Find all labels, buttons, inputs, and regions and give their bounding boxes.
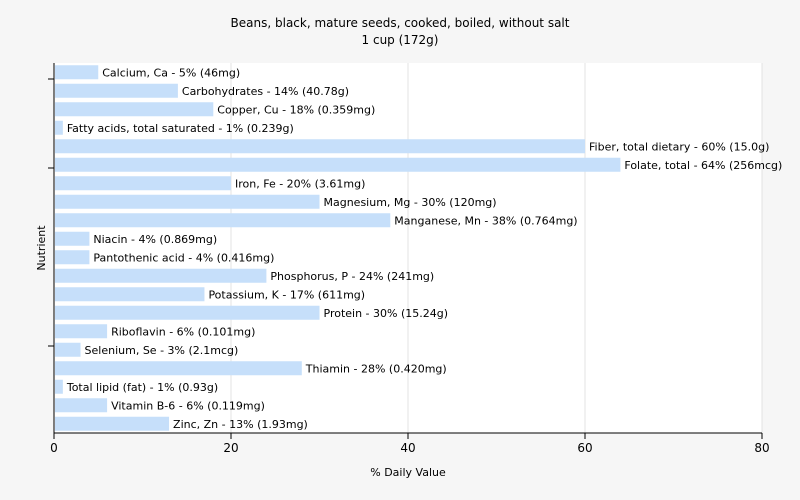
x-tick-label: 0 — [50, 441, 58, 455]
chart-subtitle: 1 cup (172g) — [362, 33, 439, 47]
bar-label: Vitamin B-6 - 6% (0.119mg) — [111, 399, 265, 412]
bar-label: Folate, total - 64% (256mcg) — [624, 159, 782, 172]
bar-label: Niacin - 4% (0.869mg) — [93, 233, 217, 246]
bar-label: Fatty acids, total saturated - 1% (0.239… — [67, 122, 294, 135]
chart-title: Beans, black, mature seeds, cooked, boil… — [231, 16, 570, 30]
bar — [55, 398, 108, 413]
bar — [55, 120, 63, 135]
bar — [55, 231, 90, 246]
bar-label: Iron, Fe - 20% (3.61mg) — [235, 177, 365, 190]
bar-label: Manganese, Mn - 38% (0.764mg) — [394, 214, 577, 227]
bar — [55, 102, 214, 117]
x-axis-title: % Daily Value — [370, 466, 446, 479]
bar — [55, 305, 320, 320]
bar — [55, 379, 63, 394]
bar-label: Carbohydrates - 14% (40.78g) — [182, 85, 349, 98]
bar-label: Zinc, Zn - 13% (1.93mg) — [173, 418, 308, 431]
bar — [55, 194, 320, 209]
bar-label: Pantothenic acid - 4% (0.416mg) — [93, 251, 274, 264]
bar — [55, 416, 170, 431]
bar-label: Fiber, total dietary - 60% (15.0g) — [589, 140, 769, 153]
bar-label: Potassium, K - 17% (611mg) — [208, 288, 365, 301]
bar — [55, 139, 585, 154]
bar — [55, 342, 81, 357]
bar — [55, 83, 178, 98]
bar — [55, 157, 621, 172]
bar — [55, 176, 231, 191]
bar — [55, 268, 267, 283]
bar — [55, 361, 302, 376]
x-tick-label: 20 — [223, 441, 238, 455]
x-tick-label: 80 — [754, 441, 769, 455]
bar-label: Riboflavin - 6% (0.101mg) — [111, 325, 255, 338]
bar-label: Protein - 30% (15.24g) — [324, 307, 449, 320]
bar — [55, 324, 108, 339]
bar-label: Selenium, Se - 3% (2.1mcg) — [85, 344, 239, 357]
bar-label: Calcium, Ca - 5% (46mg) — [102, 66, 240, 79]
x-tick-label: 60 — [577, 441, 592, 455]
bar-label: Total lipid (fat) - 1% (0.93g) — [66, 381, 218, 394]
bar-label: Copper, Cu - 18% (0.359mg) — [217, 103, 375, 116]
bar — [55, 213, 391, 228]
bar — [55, 287, 205, 302]
axes: 0 20 40 60 80 — [48, 63, 770, 455]
bar — [55, 250, 90, 265]
bar — [55, 65, 99, 80]
y-axis-title: Nutrient — [35, 225, 48, 271]
bars: Calcium, Ca - 5% (46mg) Carbohydrates - 1… — [55, 65, 782, 431]
bar-label: Magnesium, Mg - 30% (120mg) — [324, 196, 497, 209]
x-tick-label: 40 — [400, 441, 415, 455]
bar-label: Thiamin - 28% (0.420mg) — [305, 362, 447, 375]
bar-label: Phosphorus, P - 24% (241mg) — [270, 270, 434, 283]
